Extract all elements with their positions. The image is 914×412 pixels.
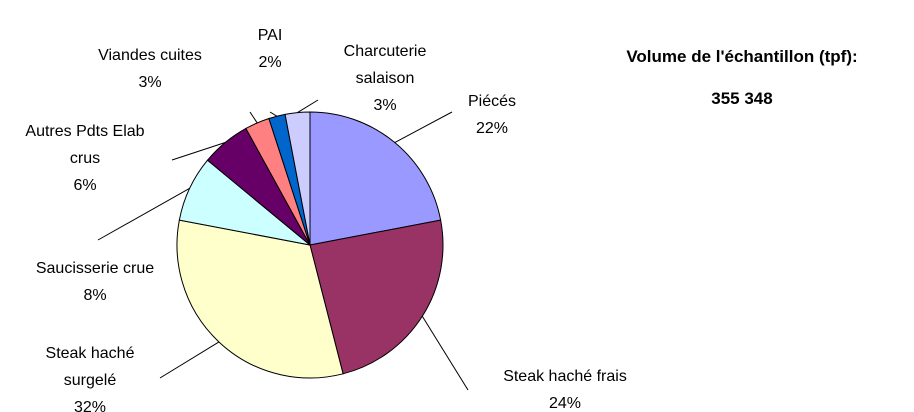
value-label: 8% [83,287,106,304]
slice-label: Piécés [468,93,516,110]
label-line: Viandes cuites [98,47,202,64]
leader-line [269,111,278,117]
pie-slice [309,111,442,246]
value-label: 22% [476,120,508,137]
label-line: surgelé [64,372,117,389]
slice-label: Viandes cuites [98,47,202,64]
annotation: Volume de l'échantillon (tpf): [626,47,857,66]
slice-label: PAI [258,27,283,44]
leader-line [97,187,190,241]
pie-slice [309,219,444,375]
annotation: 355 348 [711,89,772,108]
label-line: Piécés [468,93,516,110]
leader-line [394,111,453,143]
label-line: Autres Pdts Elab [25,123,144,140]
pie-slice [284,111,311,246]
value-label: 24% [549,395,581,412]
leader-line [249,111,258,124]
slice-label: Saucisserie crue [36,260,154,277]
value-label: 32% [74,399,106,412]
value-label: 3% [138,74,161,91]
slice-label: Autres Pdts Elab crus [25,123,144,167]
slice-label: Steak haché frais [503,368,627,385]
label-line: Saucisserie crue [36,260,154,277]
leader-line [297,99,319,114]
value-label: 2% [258,54,281,71]
slice-label: Charcuterie salaison [344,43,427,87]
slice-label: Steak haché surgelé [46,345,135,389]
label-line: Charcuterie [344,43,427,60]
leader-line [421,316,469,391]
label-line: Steak haché frais [503,368,627,385]
value-label: 3% [373,97,396,114]
label-line: crus [70,150,100,167]
label-line: PAI [258,27,283,44]
leader-line [171,142,226,161]
label-line: Steak haché [46,345,135,362]
leader-line [159,341,220,379]
label-line: salaison [356,70,415,87]
value-label: 6% [73,177,96,194]
